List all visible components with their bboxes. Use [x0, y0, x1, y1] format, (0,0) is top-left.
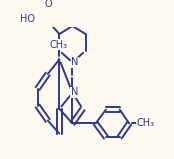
Text: N: N — [71, 57, 79, 67]
Text: CH₃: CH₃ — [50, 40, 68, 50]
Text: N: N — [71, 87, 78, 97]
Text: CH₃: CH₃ — [136, 118, 154, 128]
Text: O: O — [45, 0, 52, 9]
Text: HO: HO — [20, 14, 35, 24]
